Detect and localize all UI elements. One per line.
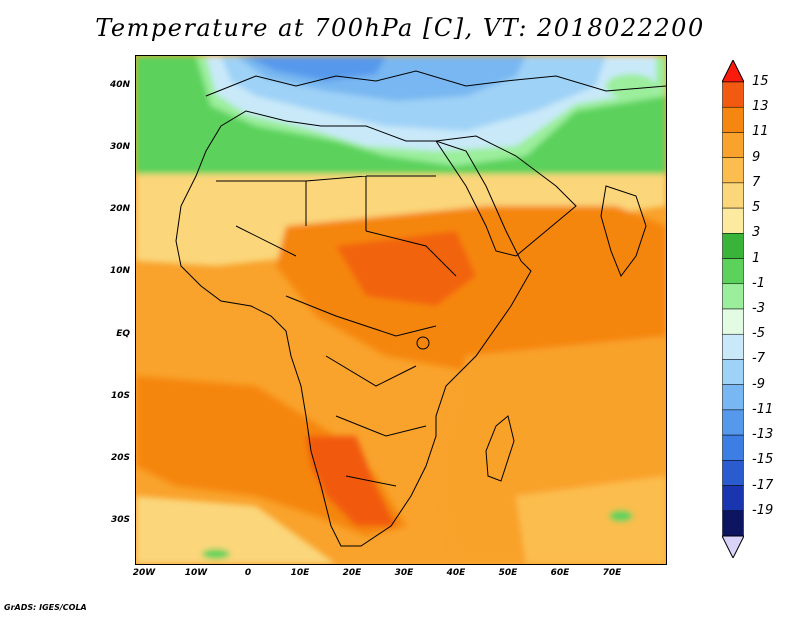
colorbar-label: -13 (752, 427, 774, 443)
lon-label: 70E (602, 568, 622, 578)
colorbar-swatch (722, 283, 744, 310)
colorbar-swatch (722, 258, 744, 285)
lat-label: 20N (109, 204, 130, 214)
colorbar-label: -17 (752, 477, 774, 493)
lat-label: 30N (109, 142, 130, 152)
lat-label: 10S (110, 391, 130, 401)
lon-label: 10W (184, 568, 208, 578)
colorbar-label: 7 (752, 174, 761, 190)
colorbar-label: -1 (752, 275, 765, 291)
lat-label: 10N (109, 266, 130, 276)
colorbar-swatch (722, 510, 744, 537)
lon-label: 40E (446, 568, 466, 578)
colorbar-swatch (722, 132, 744, 158)
lon-label: 0 (244, 568, 252, 578)
lat-label: 40N (109, 80, 130, 90)
colorbar-label: -15 (752, 452, 774, 468)
colorbar-label: -3 (752, 301, 765, 316)
lon-label: 20E (342, 568, 362, 578)
lon-label: 60E (550, 568, 570, 578)
lon-label: 30E (394, 568, 414, 578)
colorbar-label: -7 (752, 351, 765, 367)
colorbar-label: -9 (752, 376, 765, 392)
lon-label: 10E (290, 568, 310, 578)
colorbar-swatch (722, 106, 744, 133)
colorbar-swatch (722, 485, 744, 512)
colorbar-swatch (722, 233, 744, 259)
colorbar-bottom-arrow (722, 535, 744, 558)
colorbar (722, 60, 744, 558)
colorbar-label: -5 (752, 326, 765, 342)
chart-title: Temperature at 700hPa [C], VT: 201802220… (95, 14, 705, 42)
colorbar-label: 5 (752, 200, 761, 216)
colorbar-label: 3 (752, 225, 761, 241)
colorbar-label: 13 (752, 99, 769, 115)
temperature-field (136, 56, 666, 564)
colorbar-swatch (722, 308, 744, 335)
colorbar-label: -11 (752, 401, 774, 417)
lon-label: 50E (498, 568, 518, 578)
colorbar-swatch (722, 460, 744, 486)
colorbar-swatch (722, 359, 744, 385)
colorbar-swatch (722, 182, 744, 209)
colorbar-label: 11 (752, 124, 769, 140)
lat-label: 30S (110, 515, 130, 525)
colorbar-top-arrow (722, 60, 744, 83)
colorbar-swatch (722, 333, 744, 360)
map-panel (135, 55, 667, 565)
colorbar-swatch (722, 409, 744, 436)
colorbar-swatch (722, 207, 744, 234)
colorbar-label: 15 (752, 74, 769, 89)
colorbar-swatch (722, 157, 744, 184)
country-borders (175, 70, 666, 547)
colorbar-label: 1 (752, 250, 761, 266)
lat-label: 20S (110, 453, 130, 463)
colorbar-swatch (722, 81, 744, 108)
colorbar-label: -19 (752, 502, 774, 518)
lat-label: EQ (116, 329, 130, 339)
colorbar-label: 9 (752, 149, 761, 165)
colorbar-swatch (722, 434, 744, 461)
lon-label: 20W (132, 568, 156, 578)
footer-credit: GrADS: IGES/COLA (4, 603, 87, 612)
colorbar-swatch (722, 384, 744, 411)
